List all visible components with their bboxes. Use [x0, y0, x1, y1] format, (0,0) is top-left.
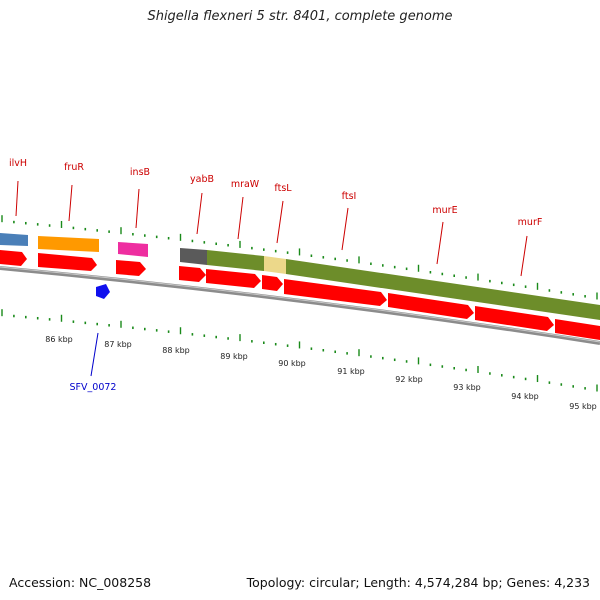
cds-arrow — [284, 279, 387, 306]
genome-backbone — [0, 266, 600, 345]
kbp-label: 90 kbp — [278, 359, 306, 368]
cds-arrow — [116, 260, 146, 276]
kbp-label: 86 kbp — [45, 335, 73, 344]
kbp-label: 91 kbp — [337, 367, 365, 376]
gene-label: mraW — [231, 179, 260, 190]
map-title: Shigella flexneri 5 str. 8401, complete … — [147, 9, 453, 24]
gene-label: insB — [130, 167, 150, 178]
kbp-labels: 86 kbp 87 kbp 88 kbp 89 kbp 90 kbp 91 kbp 92 k… — [45, 335, 597, 411]
gene-label: ftsI — [342, 191, 357, 202]
kbp-label: 87 kbp — [104, 340, 132, 349]
outer-tick-ring — [1, 215, 598, 300]
cds-arrow — [555, 319, 600, 340]
cds-arrow — [475, 306, 554, 331]
feature-block-khaki — [264, 256, 286, 274]
feature-sfv-0072 — [96, 284, 110, 299]
gene-label: murE — [432, 205, 457, 216]
kbp-label: 95 kbp — [569, 402, 597, 411]
cds-arrow — [179, 266, 206, 282]
kbp-label: 93 kbp — [453, 383, 481, 392]
inner-tick-ring — [1, 309, 598, 392]
cds-arrow — [388, 293, 474, 319]
feature-block-darkgrey — [180, 248, 207, 265]
gene-label: ilvH — [9, 158, 27, 169]
accession-text: Accession: NC_008258 — [9, 575, 152, 590]
cds-arrow — [206, 269, 261, 288]
kbp-label: 88 kbp — [162, 346, 190, 355]
kbp-label: 94 kbp — [511, 392, 539, 401]
feature-block-magenta — [118, 242, 148, 257]
gene-label: murF — [518, 217, 543, 228]
genome-backbone-highlight — [0, 266, 600, 343]
kbp-label: 92 kbp — [395, 375, 423, 384]
topology-summary: Topology: circular; Length: 4,574,284 bp… — [246, 575, 590, 590]
gene-label: yabB — [190, 174, 214, 185]
cds-arrow — [38, 253, 97, 271]
gene-label: fruR — [64, 162, 84, 173]
gene-label: ftsL — [274, 183, 292, 194]
cds-arrow — [0, 250, 27, 266]
cds-arrow — [262, 275, 283, 291]
gene-label: SFV_0072 — [70, 382, 117, 393]
gene-leader-lines — [15, 180, 528, 377]
feature-block-olive-a — [207, 250, 264, 271]
gene-labels: ilvH fruR insB yabB mraW ftsL ftsI murE murF SFV_… — [9, 158, 542, 393]
feature-block-olive-b — [286, 259, 600, 320]
kbp-label: 89 kbp — [220, 352, 248, 361]
feature-block-steelblue — [0, 233, 28, 246]
feature-block-orange — [38, 236, 99, 252]
